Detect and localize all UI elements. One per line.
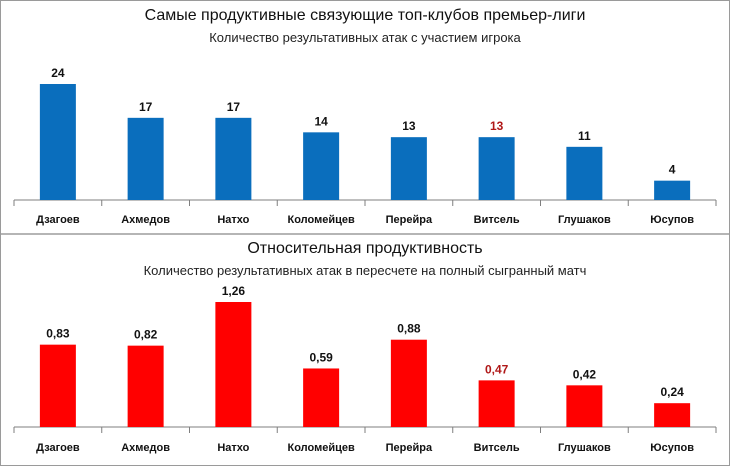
data-label-top: 17 xyxy=(227,100,241,114)
bar-top xyxy=(390,137,427,200)
x-tick-label-bottom: Коломейцев xyxy=(288,442,355,454)
x-tick-label-bottom: Глушаков xyxy=(558,442,611,454)
x-tick-label-top: Дзагоев xyxy=(36,214,80,226)
panel-divider xyxy=(1,233,729,235)
bar-top xyxy=(127,117,164,200)
data-label-bottom: 0,59 xyxy=(309,350,333,364)
chart-subtitle-top: Количество результативных атак с участие… xyxy=(209,30,521,45)
chart-title-top: Самые продуктивные связующие топ-клубов … xyxy=(144,7,586,24)
data-label-top: 4 xyxy=(669,163,676,177)
x-tick-label-bottom: Перейра xyxy=(386,442,433,454)
x-tick-label-top: Ахмедов xyxy=(121,214,170,226)
x-tick-label-bottom: Витсель xyxy=(474,442,520,454)
bar-chart-bottom: 0,83 Дзагоев 0,82 Ахмедов 1,26 Натхо 0,59 Колом… xyxy=(13,284,717,454)
bar-bottom xyxy=(215,302,252,427)
chart-panel-bottom: Относительная продуктивность Количество … xyxy=(1,235,729,465)
data-label-bottom: 0,82 xyxy=(134,328,158,342)
bar-bottom xyxy=(566,385,603,427)
bar-top xyxy=(303,132,340,200)
x-tick-label-top: Коломейцев xyxy=(288,214,355,226)
bar-bottom xyxy=(390,339,427,427)
bar-bottom xyxy=(303,368,340,427)
data-label-top: 24 xyxy=(51,66,65,80)
data-label-top: 13 xyxy=(402,119,416,133)
data-label-bottom: 0,42 xyxy=(573,367,597,381)
x-tick-label-bottom: Юсупов xyxy=(650,442,694,454)
x-tick-label-top: Витсель xyxy=(474,214,520,226)
x-tick-label-top: Натхо xyxy=(217,214,249,226)
bar-top xyxy=(566,146,603,200)
bar-bottom xyxy=(127,345,164,427)
x-tick-label-top: Перейра xyxy=(386,214,433,226)
bar-bottom xyxy=(39,344,76,427)
bar-top xyxy=(654,180,691,200)
data-label-top: 17 xyxy=(139,100,153,114)
bar-bottom xyxy=(654,403,691,427)
x-tick-label-bottom: Натхо xyxy=(217,442,249,454)
bar-bottom xyxy=(478,380,515,427)
data-label-top: 13 xyxy=(490,119,504,133)
data-label-bottom: 0,83 xyxy=(46,327,70,341)
data-label-bottom: 0,24 xyxy=(660,385,684,399)
chart-panel-top: Самые продуктивные связующие топ-клубов … xyxy=(1,1,729,233)
data-label-top: 11 xyxy=(578,129,591,143)
data-label-top: 14 xyxy=(314,114,328,128)
x-tick-label-top: Юсупов xyxy=(650,214,694,226)
data-label-bottom: 1,26 xyxy=(222,284,246,298)
bar-top xyxy=(215,117,252,200)
x-tick-label-bottom: Ахмедов xyxy=(121,442,170,454)
data-label-bottom: 0,88 xyxy=(397,322,421,336)
data-label-bottom: 0,47 xyxy=(485,362,509,376)
bar-top xyxy=(39,84,76,200)
chart-title-bottom: Относительная продуктивность xyxy=(247,240,483,257)
bar-top xyxy=(478,137,515,200)
chart-subtitle-bottom: Количество результативных атак в пересче… xyxy=(143,263,587,278)
bar-chart-top: 24 Дзагоев 17 Ахмедов 17 Натхо 14 Коломейцев 13 П… xyxy=(13,66,717,226)
x-tick-label-bottom: Дзагоев xyxy=(36,442,80,454)
x-tick-label-top: Глушаков xyxy=(558,214,611,226)
